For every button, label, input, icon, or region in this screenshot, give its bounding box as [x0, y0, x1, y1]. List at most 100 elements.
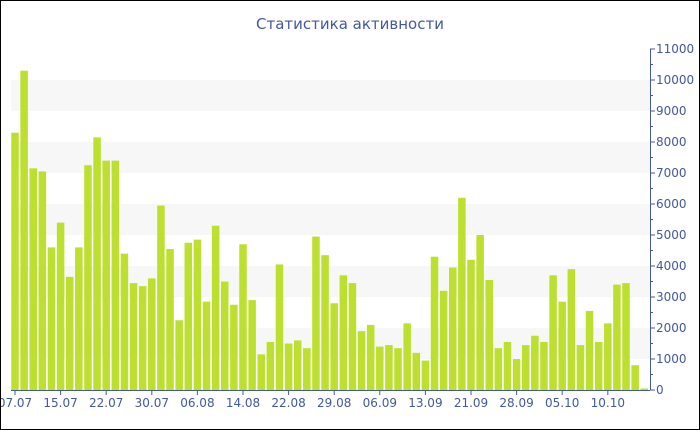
y-tick-label: 0	[656, 383, 664, 397]
bar	[120, 253, 129, 390]
y-tick-label: 11000	[656, 42, 694, 56]
y-tick-label: 1000	[656, 352, 687, 366]
bar	[421, 360, 430, 390]
bar	[84, 165, 92, 390]
bar	[540, 341, 548, 390]
bar	[412, 352, 421, 390]
bar	[166, 248, 174, 390]
bar	[357, 331, 366, 390]
x-tick-label: 14.08	[226, 396, 260, 410]
x-tick-label: 15.07	[43, 396, 77, 410]
bar	[476, 235, 484, 390]
y-tick-label: 2000	[656, 321, 687, 335]
bar	[449, 267, 457, 390]
bar	[439, 290, 448, 390]
bar	[211, 225, 220, 390]
x-tick-label: 06.08	[180, 396, 214, 410]
bar	[640, 388, 649, 390]
x-tick-label: 28.09	[499, 396, 533, 410]
bar	[38, 171, 47, 390]
bar	[631, 365, 639, 390]
bar	[148, 278, 156, 390]
x-tick-label: 07.07	[1, 396, 32, 410]
chart-title: Статистика активности	[256, 15, 444, 33]
x-tick-label: 29.08	[317, 396, 351, 410]
bar	[512, 359, 521, 390]
y-tick-label: 8000	[656, 135, 687, 149]
y-tick-label: 4000	[656, 259, 687, 273]
bar	[266, 341, 275, 390]
bar	[11, 132, 19, 390]
bar	[576, 345, 585, 390]
bar	[312, 236, 320, 390]
bar	[175, 320, 183, 390]
bar	[321, 255, 329, 390]
y-tick-label: 6000	[656, 197, 687, 211]
bar	[193, 239, 202, 390]
bar	[93, 137, 101, 390]
bar	[604, 323, 612, 390]
x-tick-label: 30.07	[135, 396, 169, 410]
bar	[622, 283, 630, 390]
bar	[503, 341, 512, 390]
y-tick-label: 10000	[656, 73, 694, 87]
bar	[157, 205, 165, 390]
bar	[221, 281, 229, 390]
bar	[239, 244, 247, 390]
y-tick-label: 5000	[656, 228, 687, 242]
bar	[458, 197, 466, 390]
bar	[56, 222, 65, 390]
bar	[248, 300, 256, 390]
x-tick-label: 22.07	[89, 396, 123, 410]
bar	[521, 345, 530, 390]
bar	[293, 340, 302, 390]
bar	[230, 304, 238, 390]
bar	[485, 279, 493, 390]
bar	[558, 301, 566, 390]
bar	[348, 283, 357, 390]
bar	[75, 247, 83, 390]
bar	[613, 284, 621, 390]
bar	[594, 341, 603, 390]
bar	[376, 346, 384, 390]
bar	[385, 345, 393, 390]
bar	[257, 354, 265, 390]
bar	[65, 276, 74, 390]
bar	[567, 269, 576, 390]
grid-band	[11, 80, 650, 111]
bar	[549, 275, 557, 390]
x-tick-label: 06.09	[363, 396, 397, 410]
bar	[430, 256, 439, 390]
bar	[366, 324, 375, 390]
bar	[585, 310, 594, 390]
bar	[303, 348, 311, 390]
bar	[20, 70, 28, 390]
bar	[111, 160, 120, 390]
x-tick-label: 22.08	[271, 396, 305, 410]
bar	[275, 264, 284, 390]
bar	[531, 335, 539, 390]
y-tick-label: 3000	[656, 290, 687, 304]
y-tick-label: 7000	[656, 166, 687, 180]
x-tick-label: 05.10	[545, 396, 579, 410]
x-tick-label: 10.10	[591, 396, 625, 410]
bar	[47, 247, 56, 390]
bar	[330, 303, 338, 390]
bar	[129, 283, 138, 390]
bar	[184, 242, 193, 390]
bar	[467, 259, 475, 390]
bar	[202, 301, 211, 390]
bar	[284, 343, 293, 390]
x-tick-label: 13.09	[408, 396, 442, 410]
y-tick-label: 9000	[656, 104, 687, 118]
bar	[494, 348, 503, 390]
bar	[138, 286, 147, 390]
x-tick-label: 21.09	[454, 396, 488, 410]
bar	[403, 323, 411, 390]
bar	[339, 275, 348, 390]
bar	[102, 160, 110, 390]
bar	[394, 348, 402, 390]
bar	[29, 168, 37, 390]
